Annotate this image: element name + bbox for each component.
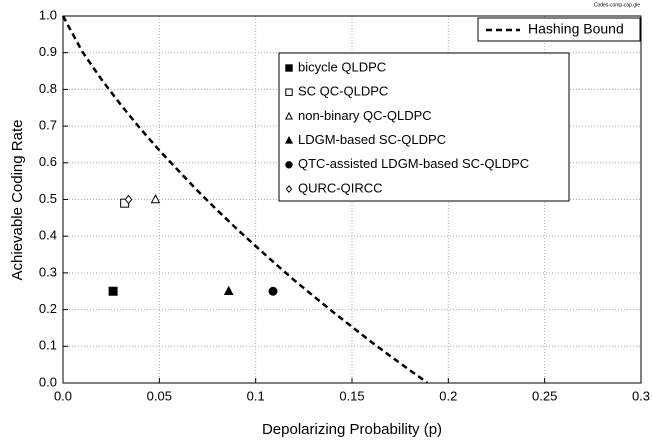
y-tick-label: 0.9: [39, 44, 57, 59]
legend-label: SC QC-QLDPC: [298, 84, 388, 99]
y-tick-label: 0.5: [39, 191, 57, 206]
legend-label: LDGM-based SC-QLDPC: [298, 132, 446, 147]
y-tick-label: 0.0: [39, 374, 57, 389]
marker-circle: [268, 286, 278, 296]
marker-triangle: [284, 111, 294, 120]
x-tick-label: 0.0: [54, 388, 72, 403]
y-tick-label: 0.7: [39, 118, 57, 133]
x-tick-label: 0.2: [439, 388, 457, 403]
x-tick-label: 0.1: [247, 388, 265, 403]
legend-box: [477, 17, 641, 42]
legend-label: Hashing Bound: [528, 21, 624, 37]
legend-label: QTC-assisted LDGM-based SC-QLDPC: [298, 156, 529, 171]
marker-square: [285, 64, 293, 72]
marker-diamond: [124, 194, 133, 205]
x-tick-label: 0.25: [532, 388, 557, 403]
marker-square: [285, 88, 293, 96]
marker-triangle: [223, 285, 234, 295]
y-axis-label: Achievable Coding Rate: [9, 120, 26, 281]
y-tick-label: 0.2: [39, 301, 57, 316]
marker-triangle: [284, 136, 294, 144]
legend-label: non-binary QC-QLDPC: [298, 108, 432, 123]
x-tick-label: 0.15: [339, 388, 364, 403]
y-tick-label: 0.6: [39, 154, 57, 169]
legend-label: bicycle QLDPC: [298, 59, 386, 74]
x-tick-label: 0.3: [632, 388, 650, 403]
plot-frame: [62, 15, 642, 384]
hashing-bound-line: [61, 15, 428, 384]
y-tick-label: 0.4: [39, 228, 57, 243]
marker-square: [108, 286, 118, 296]
legend-box: [278, 52, 570, 202]
x-tick-label: 0.05: [147, 388, 172, 403]
marker-triangle: [150, 194, 161, 204]
annotation: Codes-comp-cap.gle: [594, 2, 640, 8]
y-tick-label: 0.8: [39, 81, 57, 96]
legend-label: QURC-QIRCC: [298, 180, 383, 195]
marker-diamond: [285, 184, 293, 194]
marker-circle: [285, 161, 293, 169]
x-axis-label: Depolarizing Probability (p): [262, 421, 442, 438]
y-tick-label: 0.1: [39, 338, 57, 353]
y-tick-label: 0.3: [39, 264, 57, 279]
y-tick-label: 1.0: [39, 7, 57, 22]
